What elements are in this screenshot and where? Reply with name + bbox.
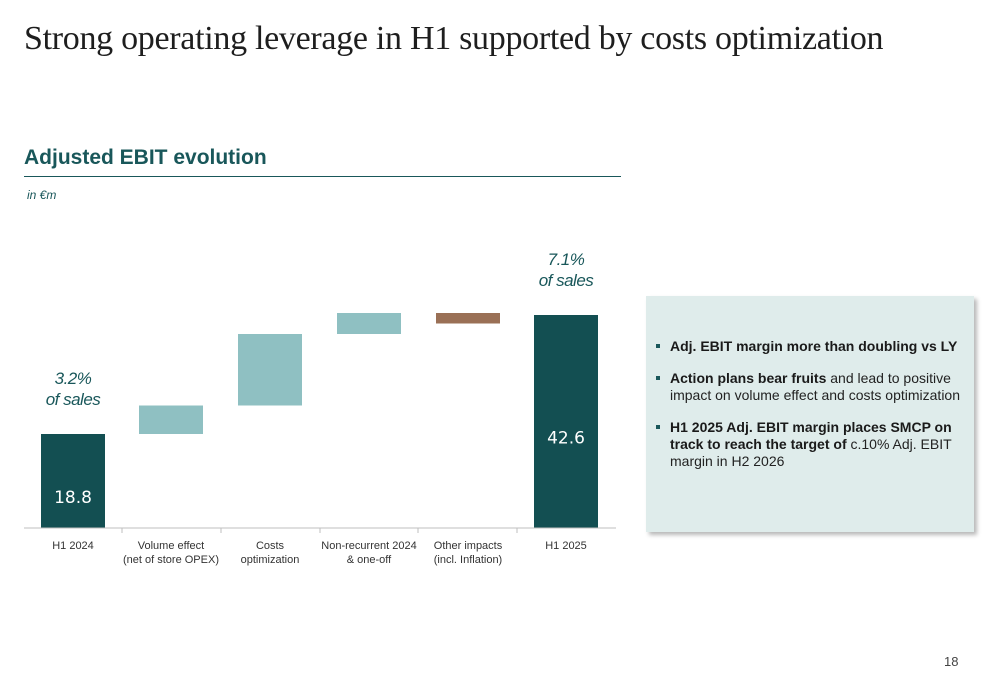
takeaway-text: c.10% Adj. EBIT margin in H2 2026 [670,436,952,469]
page-number: 18 [944,654,959,669]
takeaway-item: Action plans bear fruits and lead to pos… [654,370,966,404]
x-axis-category-label: (incl. Inflation) [434,554,502,566]
x-axis-category-label: Costs [256,540,285,552]
x-axis-category-label: Non-recurrent 2024 [321,540,416,552]
bar-value-label: 42.6 [547,429,585,449]
x-axis-category-label: H1 2024 [52,540,94,552]
waterfall-bar-2 [238,334,302,406]
unit-label: in €m [27,188,57,202]
bar-value-label: 18.8 [54,488,92,508]
takeaway-list: Adj. EBIT margin more than doubling vs L… [654,338,966,485]
section-divider [24,176,621,177]
chart-section-title: Adjusted EBIT evolution [24,146,267,169]
waterfall-bar-0 [41,434,105,528]
takeaway-bold-text: Action plans bear fruits [670,370,827,386]
waterfall-bar-1 [139,405,203,434]
takeaway-item: H1 2025 Adj. EBIT margin places SMCP on … [654,419,966,470]
takeaway-bold-text: H1 2025 Adj. EBIT margin places SMCP on … [670,419,952,452]
slide-title: Strong operating leverage in H1 supporte… [24,20,884,57]
x-axis-category-label: H1 2025 [545,540,587,552]
x-axis-category-label: (net of store OPEX) [123,554,219,566]
x-axis-category-label: Volume effect [138,540,204,552]
x-axis-category-label: Other impacts [434,540,503,552]
waterfall-bar-4 [436,313,500,324]
key-takeaways-box: Adj. EBIT margin more than doubling vs L… [646,296,974,532]
x-axis-category-label: optimization [241,554,300,566]
margin-annotation: of sales [46,390,102,409]
takeaway-text: and lead to positive impact on volume ef… [670,370,961,403]
margin-annotation: of sales [539,271,595,290]
x-axis-category-label: & one-off [347,554,392,566]
margin-annotation: 3.2% [55,369,92,388]
takeaway-item: Adj. EBIT margin more than doubling vs L… [654,338,966,355]
ebit-waterfall-chart: 18.8 3.2% of sales 42.6 7.1% of sales H1 2024 V… [24,250,616,566]
margin-annotation: 7.1% [548,250,585,269]
waterfall-bar-3 [337,313,401,334]
waterfall-bar-5 [534,315,598,528]
takeaway-bold-text: Adj. EBIT margin more than doubling vs L… [670,338,958,354]
